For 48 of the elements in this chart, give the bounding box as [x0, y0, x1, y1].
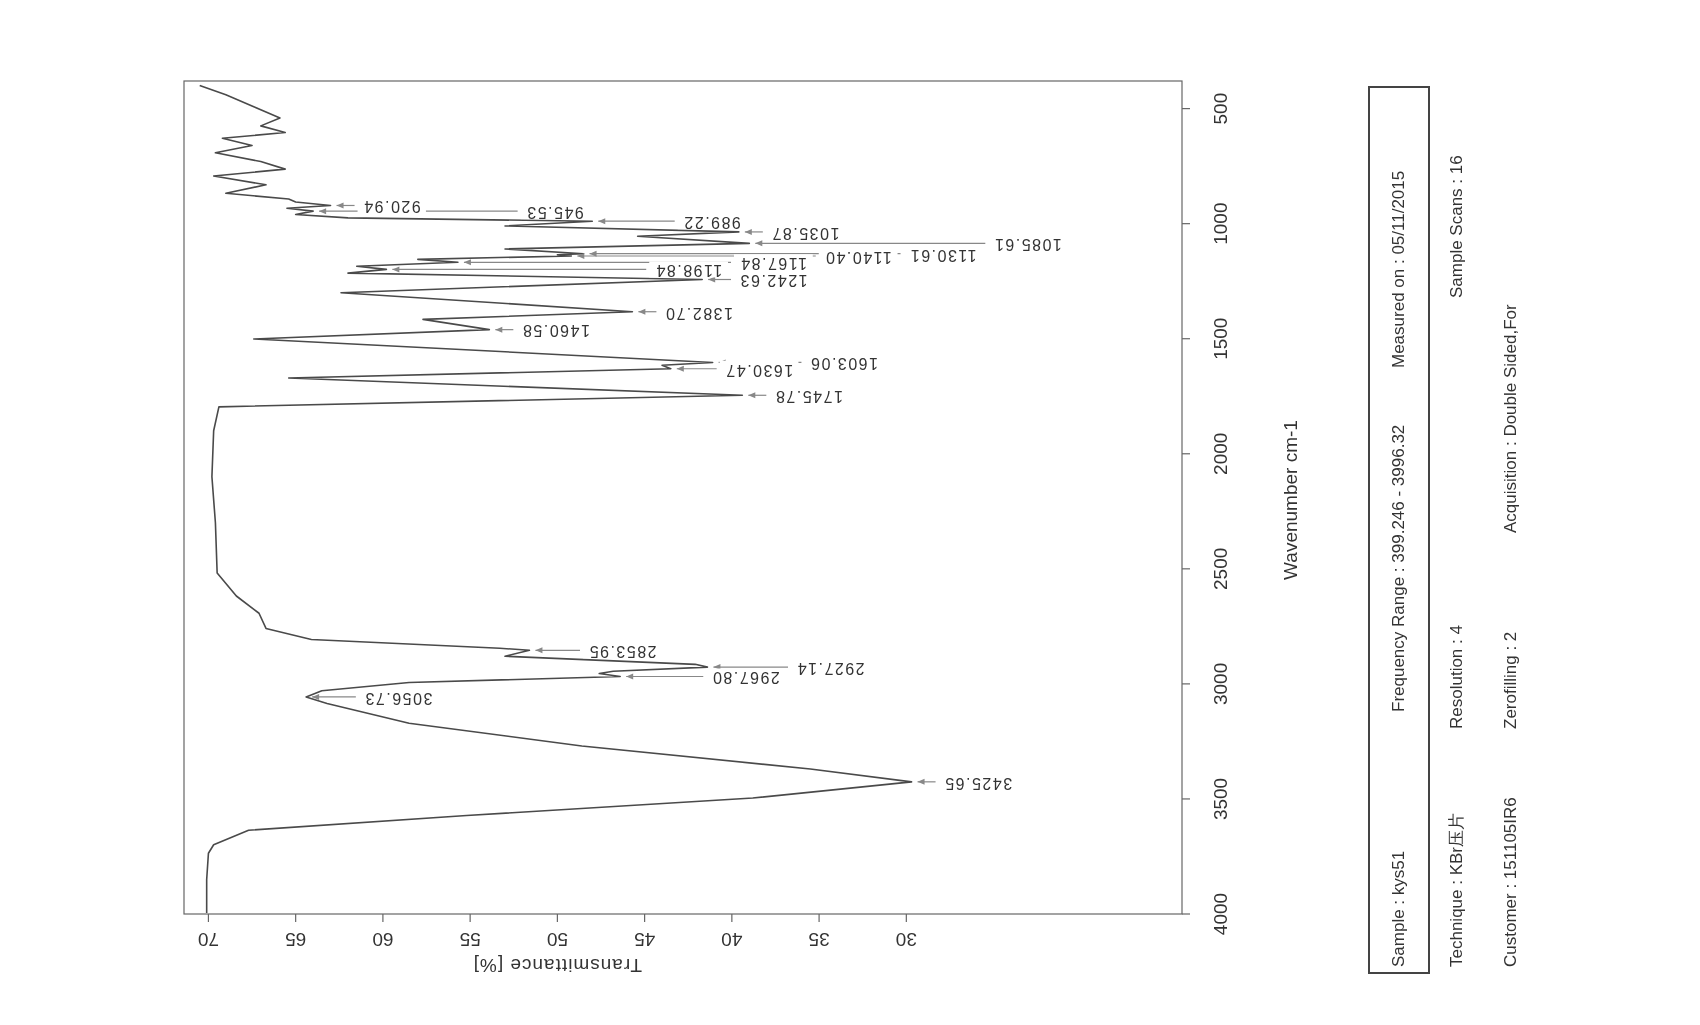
annotation: 1460.58	[521, 322, 590, 340]
annotation: 1130.61	[909, 246, 977, 264]
annotation: 1242.63	[739, 272, 808, 290]
text: Measured on : 05/11/2015	[1389, 170, 1409, 368]
y-tick-label: 2000	[1210, 432, 1232, 475]
x-tick-label: 45	[634, 928, 656, 950]
text: Technique : KBr压片	[1447, 812, 1467, 967]
annotation: 1603.06	[809, 355, 878, 373]
x-tick-label: 40	[721, 928, 743, 950]
x-tick-label: 55	[459, 928, 481, 950]
y-tick-label: 2500	[1210, 547, 1232, 590]
annotation: 1382.70	[664, 304, 733, 322]
x-tick-label: 50	[546, 928, 568, 950]
x-tick-label: 60	[372, 928, 394, 950]
x-axis-title: Transmittance [%]	[472, 954, 643, 976]
y-tick-label: 3500	[1210, 777, 1232, 821]
y-tick-label: 1000	[1210, 202, 1232, 245]
y-axis-title: Wavenumber cm-1	[1280, 420, 1302, 580]
annotation: 2967.80	[711, 669, 780, 687]
text: Sample Scans : 16	[1447, 155, 1467, 298]
annotation: 1167.84	[739, 255, 807, 273]
y-tick-label: 1500	[1210, 317, 1232, 360]
text: Sample : kys51	[1389, 850, 1409, 967]
annotation: 1198.84	[655, 262, 723, 280]
annotation: 1085.61	[993, 236, 1062, 254]
annotation: 920.94	[362, 198, 421, 216]
x-tick-label: 65	[285, 928, 307, 950]
annotation: 1035.87	[771, 224, 840, 242]
annotation: 2853.95	[588, 643, 657, 661]
annotation: 1745.78	[774, 388, 843, 406]
text: Zerofilling : 2	[1501, 631, 1521, 729]
annotation: 2927.14	[796, 659, 865, 677]
annotation: 945.53	[525, 203, 584, 221]
y-tick-label: 4000	[1210, 892, 1232, 936]
annotation: 1140.40	[824, 248, 892, 266]
x-tick-label: 70	[197, 928, 219, 950]
x-tick-label: 35	[808, 928, 830, 950]
text: Acquisition : Double Sided,For	[1501, 303, 1521, 533]
text: Frequency Range : 399.246 - 3996.32	[1389, 424, 1409, 712]
annotation: 989.22	[682, 213, 741, 231]
y-tick-label: 3000	[1210, 662, 1232, 706]
x-tick-label: 30	[895, 928, 917, 950]
text: Customer : 151105IR6	[1501, 797, 1521, 967]
annotation: 1630.47	[724, 361, 794, 379]
annotation: 3056.73	[364, 689, 433, 707]
annotation: 3425.65	[943, 774, 1013, 792]
y-tick-label: 500	[1210, 92, 1232, 125]
text: Resolution : 4	[1447, 625, 1467, 729]
